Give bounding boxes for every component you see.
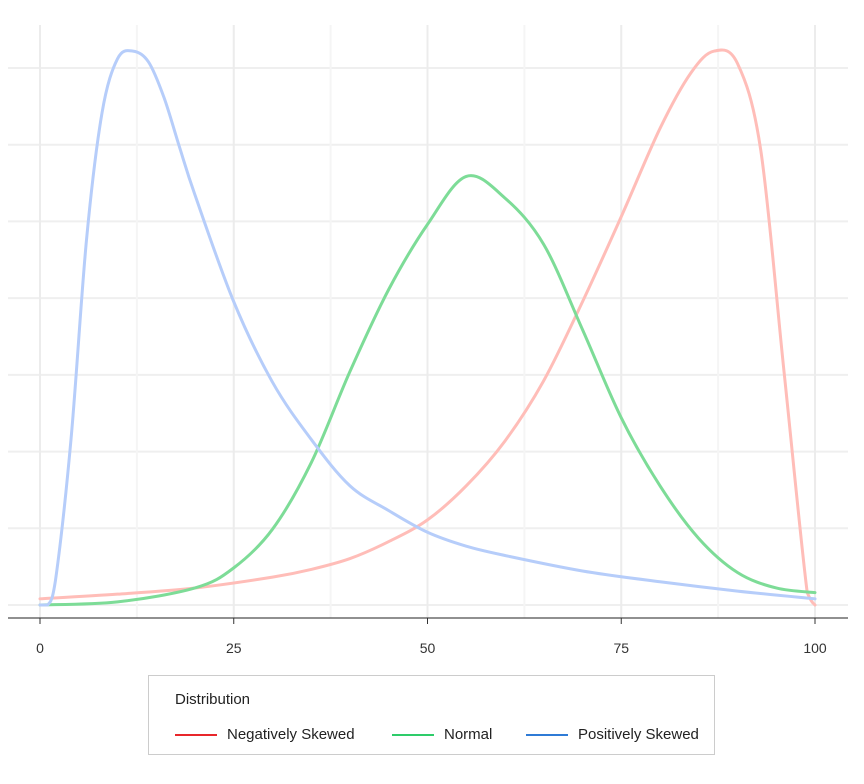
legend-title: Distribution bbox=[175, 691, 251, 708]
legend-swatch-negatively-skewed bbox=[175, 733, 217, 736]
legend-label-normal: Normal bbox=[444, 726, 493, 743]
legend-label-negatively-skewed: Negatively Skewed bbox=[227, 726, 355, 743]
x-tick-label: 100 bbox=[803, 640, 827, 656]
series-line-positively-skewed bbox=[38, 49, 817, 607]
grid bbox=[8, 25, 848, 618]
legend-label-positively-skewed: Positively Skewed bbox=[578, 726, 699, 743]
x-tick-label: 0 bbox=[36, 640, 44, 656]
series-line-normal bbox=[38, 174, 817, 607]
legend-swatch-normal bbox=[392, 733, 434, 736]
legend: Distribution Negatively Skewed Normal Po… bbox=[148, 675, 715, 755]
x-axis-ticks: 0 25 50 75 100 bbox=[36, 618, 827, 656]
legend-item-negatively-skewed: Negatively Skewed bbox=[175, 726, 355, 743]
x-tick-label: 50 bbox=[420, 640, 436, 656]
legend-item-positively-skewed: Positively Skewed bbox=[526, 726, 699, 743]
legend-item-normal: Normal bbox=[392, 726, 492, 743]
series-lines bbox=[38, 48, 817, 607]
x-tick-label: 75 bbox=[613, 640, 629, 656]
series-line-negatively-skewed bbox=[38, 48, 817, 607]
chart-canvas: 0 25 50 75 100 bbox=[8, 25, 848, 656]
legend-swatch-positively-skewed bbox=[526, 733, 568, 736]
x-tick-label: 25 bbox=[226, 640, 242, 656]
